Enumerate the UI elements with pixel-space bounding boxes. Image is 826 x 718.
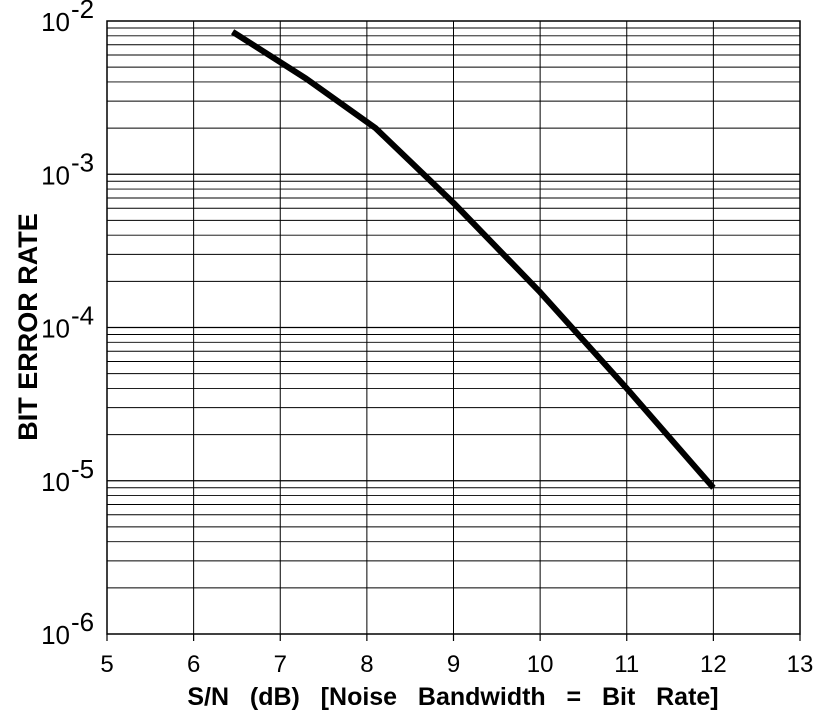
y-tick-exponent: -5 (71, 454, 94, 484)
y-tick-label: 10 (41, 467, 70, 497)
y-tick-label: 10 (41, 620, 70, 650)
y-axis-label: BIT ERROR RATE (13, 213, 43, 441)
x-tick-label: 5 (100, 651, 113, 678)
x-tick-labels: 5 6 7 8 9 10 11 12 13 (100, 651, 813, 678)
x-tick-label: 9 (447, 651, 460, 678)
plot-frame (106, 20, 801, 641)
x-tick-label: 12 (700, 651, 727, 678)
y-tick-label: 10 (41, 314, 70, 344)
y-tick-label: 10 (41, 160, 70, 190)
y-tick-exponent: -3 (71, 147, 94, 177)
x-tick-label: 6 (187, 651, 200, 678)
y-tick-exponent: -2 (71, 0, 94, 24)
grid-lines (107, 21, 800, 634)
x-axis-label: S/N (dB) [Noise Bandwidth = Bit Rate] (187, 683, 718, 711)
x-tick-label: 7 (274, 651, 287, 678)
y-tick-labels: 10-610-510-410-310-2 (41, 0, 94, 650)
x-tick-label: 11 (614, 651, 639, 678)
series-layer (230, 29, 716, 490)
ber-curve (230, 29, 716, 490)
y-tick-exponent: -4 (71, 301, 94, 331)
x-tick-label: 8 (360, 651, 373, 678)
y-tick-exponent: -6 (71, 607, 94, 637)
x-tick-label: 10 (527, 651, 554, 678)
y-tick-label: 10 (41, 7, 70, 37)
x-tick-label: 13 (787, 651, 814, 678)
